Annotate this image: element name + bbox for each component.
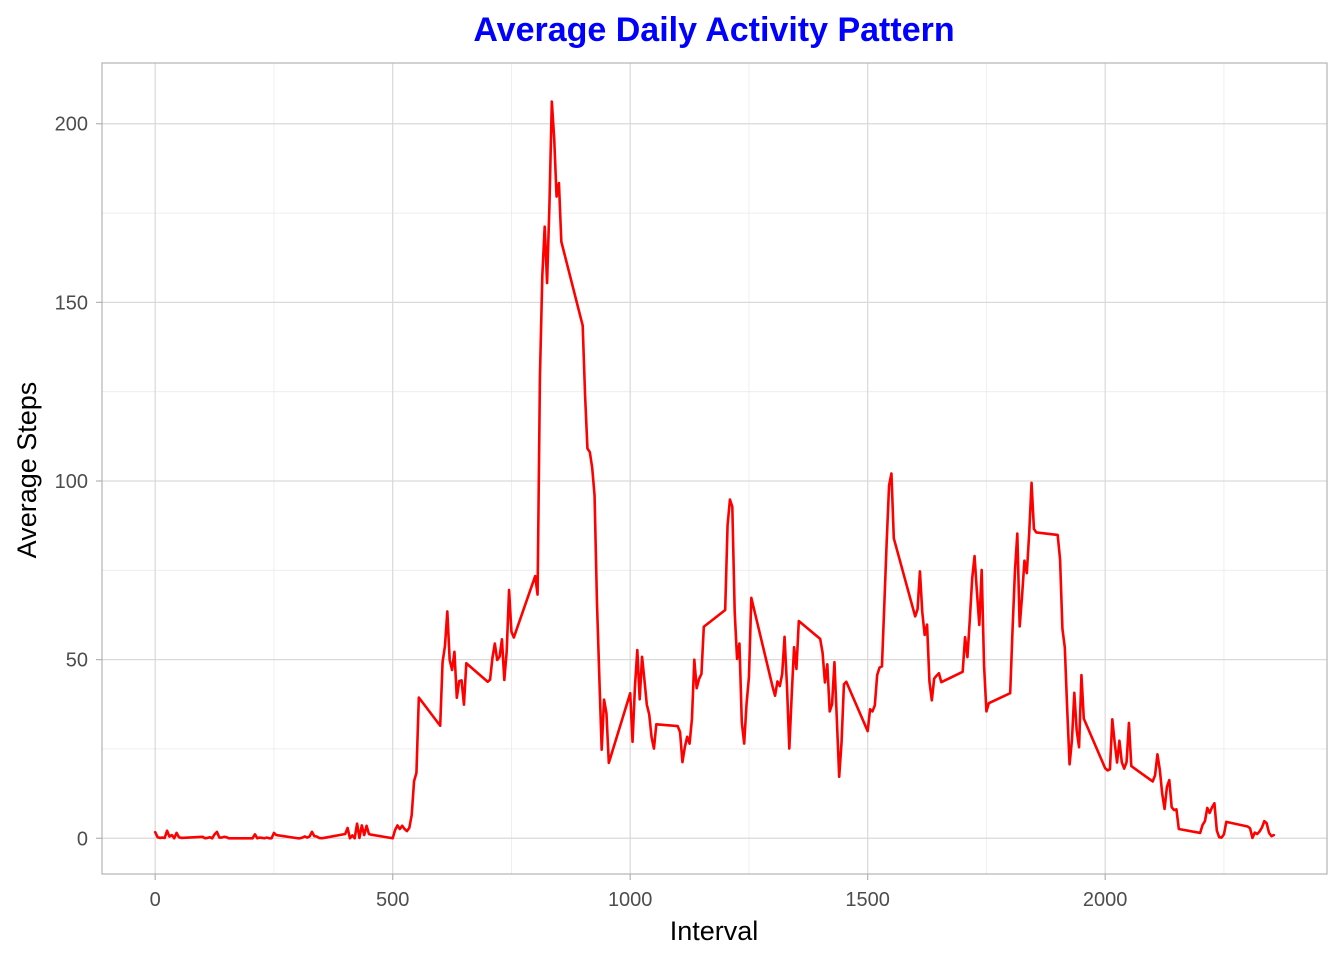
y-tick-label: 200 [55, 114, 88, 136]
x-tick-label: 1500 [845, 889, 890, 911]
axes: 0 500 1000 1500 2000 0 50 100 150 200 [55, 114, 1128, 911]
x-tick-label: 0 [150, 889, 161, 911]
plot-panel-border [101, 62, 1328, 875]
x-tick-label: 1000 [608, 889, 653, 911]
y-tick-label: 100 [55, 471, 88, 493]
grid [102, 63, 1327, 874]
x-axis-title: Interval [670, 916, 759, 946]
y-tick-label: 50 [66, 650, 88, 672]
chart-title: Average Daily Activity Pattern [473, 11, 954, 49]
x-tick-label: 500 [376, 889, 409, 911]
series-line-average-steps [153, 100, 1276, 840]
series-layer [153, 100, 1276, 840]
y-tick-label: 0 [77, 828, 88, 850]
y-axis-title: Average Steps [12, 382, 42, 559]
y-tick-label: 150 [55, 292, 88, 314]
x-tick-label: 2000 [1083, 889, 1128, 911]
